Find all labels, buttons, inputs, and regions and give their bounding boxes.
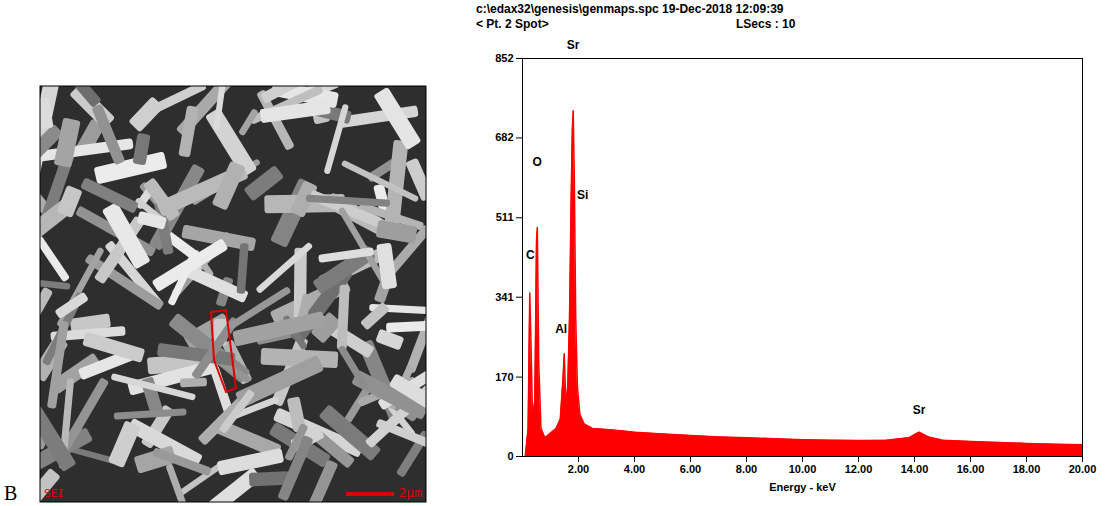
svg-text:Sr: Sr [913, 403, 926, 417]
svg-text:852: 852 [495, 52, 513, 64]
svg-text:20.00: 20.00 [1069, 463, 1097, 475]
svg-text:Al: Al [555, 322, 567, 336]
svg-text:Si: Si [577, 188, 588, 202]
svg-text:18.00: 18.00 [1013, 463, 1041, 475]
svg-text:Energy - keV: Energy - keV [769, 481, 836, 493]
svg-text:Sr: Sr [567, 38, 580, 52]
svg-text:12.00: 12.00 [845, 463, 873, 475]
svg-text:170: 170 [495, 371, 513, 383]
svg-text:B: B [4, 482, 17, 504]
html-text:c:\edax32\genesis\genmaps.spc: c:\edax32\genesis\genmaps.spc 19-Dec-201… [476, 2, 784, 16]
svg-text:16.00: 16.00 [957, 463, 985, 475]
svg-text:10.00: 10.00 [789, 463, 817, 475]
svg-text:C: C [526, 248, 535, 262]
svg-text:2.00: 2.00 [568, 463, 589, 475]
svg-text:6.00: 6.00 [680, 463, 701, 475]
svg-text:511: 511 [496, 211, 514, 223]
svg-text:SEI: SEI [44, 487, 64, 500]
svg-text:O: O [532, 155, 541, 169]
svg-text:0: 0 [507, 450, 513, 462]
svg-text:14.00: 14.00 [901, 463, 929, 475]
svg-text:341: 341 [495, 291, 513, 303]
svg-text:8.00: 8.00 [736, 463, 757, 475]
svg-text:2μm: 2μm [399, 485, 423, 500]
html-text:LSecs : 10: LSecs : 10 [736, 17, 796, 31]
svg-text:682: 682 [495, 131, 513, 143]
html-text:< Pt. 2 Spot>: < Pt. 2 Spot> [476, 17, 549, 31]
svg-text:4.00: 4.00 [624, 463, 645, 475]
